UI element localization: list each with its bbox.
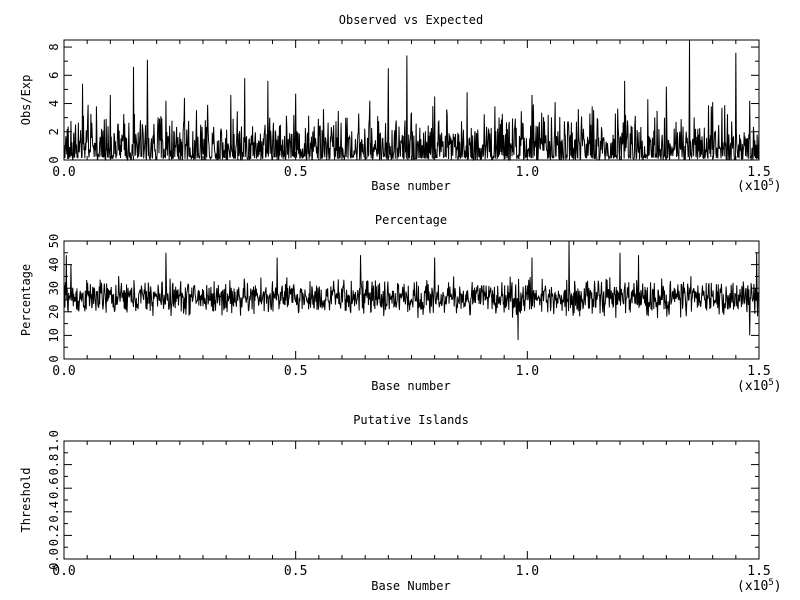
x-tick-label: 1.0 xyxy=(516,165,539,180)
y-tick-label: 1.0 xyxy=(47,430,61,452)
x-tick-label: 0.0 xyxy=(52,165,75,180)
x-multiplier-label: (x105) xyxy=(737,578,782,594)
x-tick-label: 0.5 xyxy=(284,364,307,379)
y-tick-label: 20 xyxy=(47,305,61,319)
x-tick-label: 1.5 xyxy=(747,165,770,180)
y-tick-label: 0.6 xyxy=(47,477,61,499)
y-tick-label: 0 xyxy=(47,156,61,163)
y-tick-label: 0.4 xyxy=(47,501,61,523)
x-axis-label: Base Number xyxy=(371,579,450,593)
y-tick-label: 10 xyxy=(47,328,61,342)
y-axis-label: Percentage xyxy=(19,264,33,336)
x-tick-label: 1.5 xyxy=(747,364,770,379)
x-tick-label: 0.0 xyxy=(52,564,75,579)
x-multiplier-exponent: 5 xyxy=(768,178,773,188)
data-series-line xyxy=(63,240,760,341)
y-tick-label: 6 xyxy=(47,72,61,79)
panel-percentage: Percentage Base number Percentage (x105)… xyxy=(19,213,782,394)
x-multiplier-text: (x10 xyxy=(737,379,768,394)
y-tick-label: 0.0 xyxy=(47,548,61,570)
x-multiplier-exponent: 5 xyxy=(768,378,773,388)
x-multiplier-label: (x105) xyxy=(737,378,782,394)
y-tick-label: 8 xyxy=(47,43,61,50)
x-multiplier-text: (x10 xyxy=(737,179,768,194)
x-multiplier-text: (x10 xyxy=(737,579,768,594)
y-axis-label: Obs/Exp xyxy=(19,75,33,126)
panel-title: Percentage xyxy=(375,213,447,227)
x-tick-label: 1.0 xyxy=(516,564,539,579)
y-tick-label: 30 xyxy=(47,281,61,295)
y-axis-label: Threshold xyxy=(19,467,33,532)
y-tick-label: 0 xyxy=(47,355,61,362)
x-tick-label: 0.5 xyxy=(284,165,307,180)
panel-title: Observed vs Expected xyxy=(339,13,484,27)
plot-frame xyxy=(63,440,760,560)
y-tick-label: 0.8 xyxy=(47,454,61,476)
y-tick-label: 50 xyxy=(47,234,61,248)
x-axis-label: Base number xyxy=(371,379,450,393)
x-tick-label: 0.0 xyxy=(52,364,75,379)
panel-observed-vs-expected: Observed vs Expected Base number Obs/Exp… xyxy=(19,13,782,194)
panel-putative-islands: Putative Islands Base Number Threshold (… xyxy=(19,413,782,594)
y-tick-label: 40 xyxy=(47,257,61,271)
x-tick-label: 1.0 xyxy=(516,364,539,379)
x-tick-label: 1.5 xyxy=(747,564,770,579)
x-multiplier-exponent: 5 xyxy=(768,578,773,588)
x-axis-label: Base number xyxy=(371,179,450,193)
y-tick-label: 2 xyxy=(47,128,61,135)
x-multiplier-label: (x105) xyxy=(737,178,782,194)
data-series-line xyxy=(63,39,760,162)
x-tick-label: 0.5 xyxy=(284,564,307,579)
panel-title: Putative Islands xyxy=(353,413,469,427)
y-tick-label: 4 xyxy=(47,100,61,107)
y-tick-label: 0.2 xyxy=(47,525,61,547)
